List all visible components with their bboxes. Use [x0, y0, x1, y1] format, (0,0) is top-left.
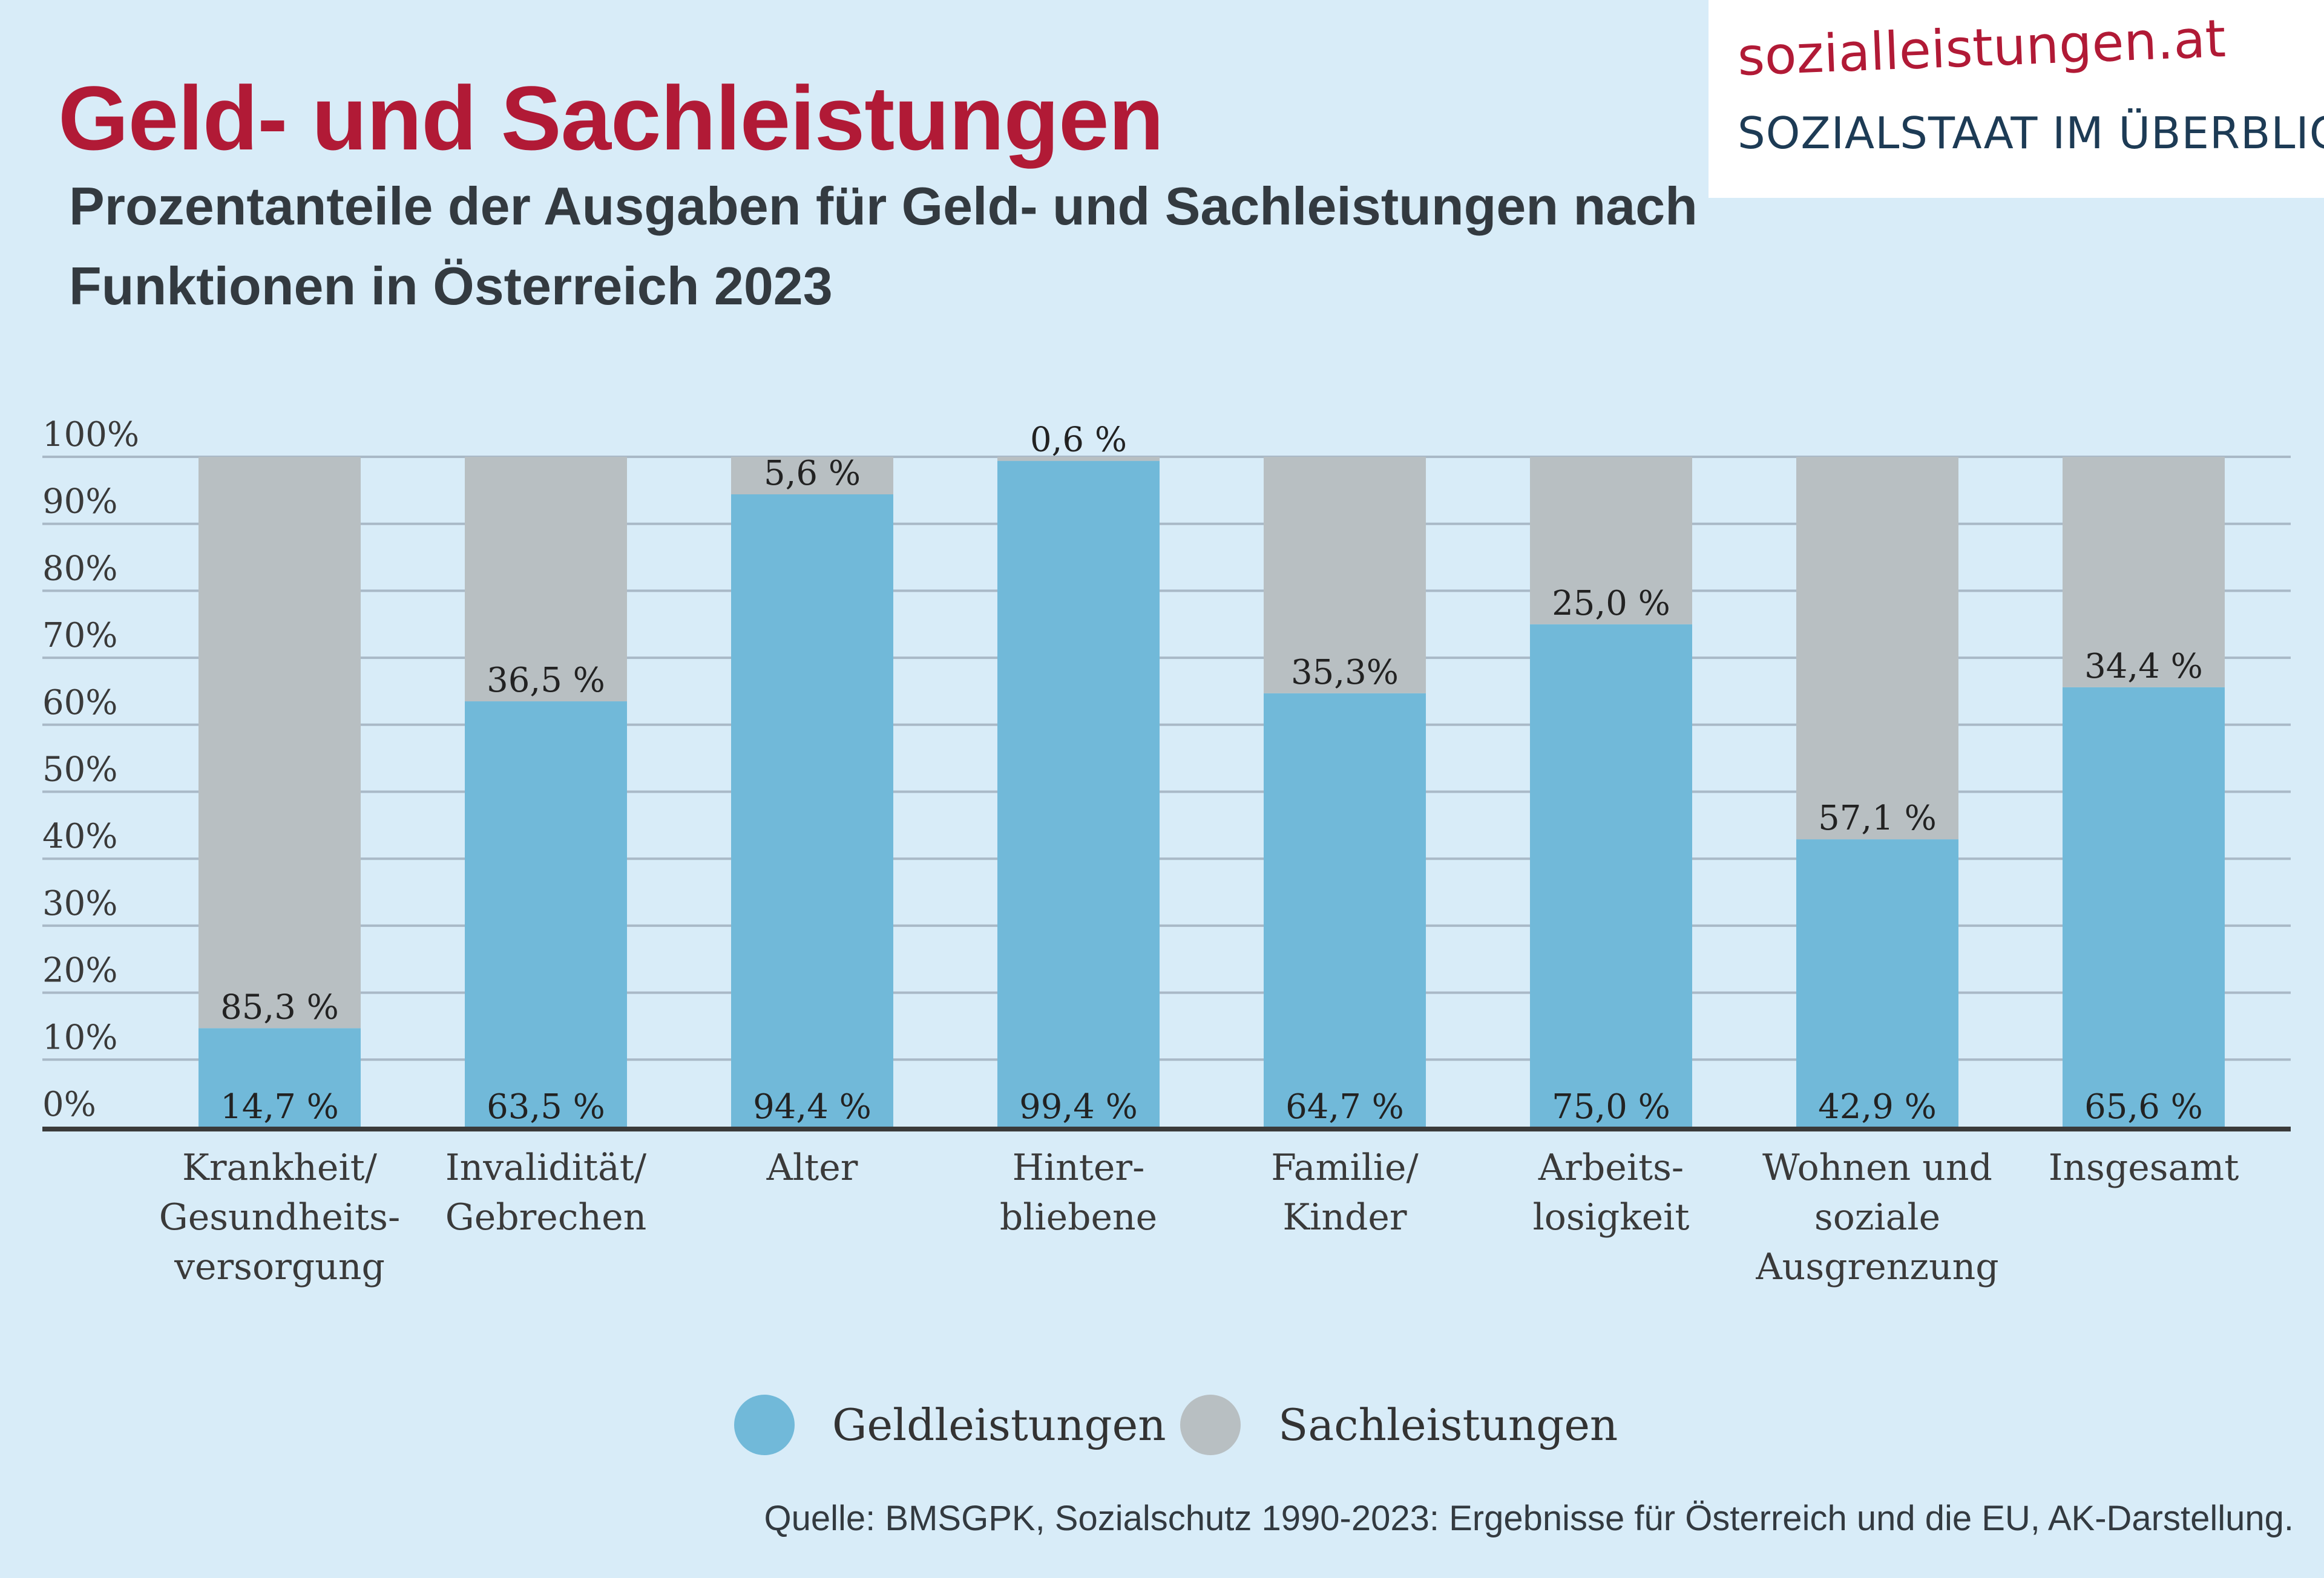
x-category-label: Arbeits- — [1538, 1147, 1684, 1189]
x-category-label: versorgung — [174, 1246, 385, 1288]
y-tick-label-100: 100% — [42, 415, 139, 454]
x-category-label: Wohnen und — [1762, 1147, 1992, 1189]
x-category-label: Kinder — [1282, 1196, 1407, 1239]
data-label-geldleistungen: 64,7 % — [1285, 1087, 1404, 1127]
x-category-label: soziale — [1814, 1196, 1940, 1239]
data-label-geldleistungen: 65,6 % — [2084, 1087, 2203, 1127]
data-label-geldleistungen: 42,9 % — [1818, 1087, 1937, 1127]
bar-sachleistungen — [2063, 457, 2225, 687]
data-label-geldleistungen: 63,5 % — [487, 1087, 605, 1127]
y-tick-label-50: 50% — [42, 750, 117, 790]
bar-geldleistungen — [731, 494, 893, 1127]
bar-sachleistungen — [465, 457, 627, 702]
bar-geldleistungen — [465, 701, 627, 1127]
y-tick-label-40: 40% — [42, 817, 117, 856]
x-category-label: losigkeit — [1533, 1196, 1690, 1239]
x-category-label: Familie/ — [1271, 1147, 1419, 1189]
bar-sachleistungen — [1264, 457, 1426, 693]
stacked-bar-chart: 0% 10% 20% 30% 40% 50% 60% 70% 80% 90% 100% 14,7 % 8… — [42, 415, 2291, 1288]
y-tick-label-70: 70% — [42, 616, 117, 655]
y-tick-label-20: 20% — [42, 951, 117, 990]
x-category-label: Gebrechen — [445, 1196, 646, 1239]
legend-label-sachleistungen: Sachleistungen — [1278, 1400, 1618, 1450]
bar-sachleistungen — [1796, 457, 1958, 840]
data-label-sachleistungen: 57,1 % — [1818, 799, 1937, 838]
legend-swatch-sachleistungen — [1180, 1395, 1241, 1455]
x-category-label: Invalidität/ — [445, 1147, 647, 1189]
bar-sachleistungen — [199, 457, 361, 1029]
bar-sachleistungen — [731, 457, 893, 494]
x-category-label: Hinter- — [1013, 1147, 1145, 1189]
data-label-sachleistungen: 0,6 % — [1030, 421, 1127, 460]
y-tick-label-60: 60% — [42, 683, 117, 722]
x-category-label: Gesundheits- — [159, 1196, 400, 1239]
bar-geldleistungen — [1796, 839, 1958, 1127]
data-label-geldleistungen: 94,4 % — [753, 1087, 872, 1127]
chart-title: Geld- und Sachleistungen — [58, 67, 1164, 169]
legend-label-geldleistungen: Geldleistungen — [832, 1400, 1166, 1450]
data-label-sachleistungen: 34,4 % — [2084, 647, 2203, 686]
legend: Geldleistungen Sachleistungen — [0, 1392, 2324, 1458]
logo-box: sozialleistungen.at SOZIALSTAAT IM ÜBERB… — [1709, 0, 2324, 198]
x-category-label: Ausgrenzung — [1755, 1246, 1998, 1288]
x-category-label: Alter — [766, 1147, 858, 1189]
bar-sachleistungen — [997, 457, 1160, 461]
data-label-geldleistungen: 75,0 % — [1552, 1087, 1670, 1127]
y-tick-label-90: 90% — [42, 482, 117, 522]
data-label-sachleistungen: 85,3 % — [220, 987, 339, 1027]
y-tick-label-80: 80% — [42, 549, 117, 588]
data-label-sachleistungen: 25,0 % — [1552, 584, 1670, 623]
y-tick-label-0: 0% — [42, 1085, 96, 1124]
bar-geldleistungen — [2063, 687, 2225, 1127]
chart-subtitle: Prozentanteile der Ausgaben für Geld- un… — [69, 176, 1698, 316]
x-category-label: Insgesamt — [2049, 1147, 2239, 1189]
data-label-geldleistungen: 99,4 % — [1019, 1087, 1138, 1127]
data-label-sachleistungen: 35,3% — [1291, 653, 1399, 692]
y-tick-label-30: 30% — [42, 884, 117, 923]
x-category-label: Krankheit/ — [182, 1147, 378, 1189]
legend-swatch-geldleistungen — [734, 1395, 795, 1455]
bar-sachleistungen — [1530, 457, 1692, 624]
y-tick-label-10: 10% — [42, 1018, 117, 1057]
data-label-sachleistungen: 5,6 % — [764, 454, 861, 493]
logo-domain: sozialleistungen.at — [1736, 8, 2227, 88]
bar-geldleistungen — [997, 460, 1160, 1127]
bar-geldleistungen — [1530, 624, 1692, 1127]
source-note: Quelle: BMSGPK, Sozialschutz 1990-2023: … — [764, 1499, 2294, 1538]
x-category-label: bliebene — [1000, 1196, 1157, 1239]
data-label-geldleistungen: 14,7 % — [220, 1087, 339, 1127]
bar-geldleistungen — [199, 1028, 361, 1127]
logo-tagline: SOZIALSTAAT IM ÜBERBLICK — [1738, 108, 2324, 159]
data-label-sachleistungen: 36,5 % — [487, 661, 605, 700]
bar-geldleistungen — [1264, 693, 1426, 1127]
